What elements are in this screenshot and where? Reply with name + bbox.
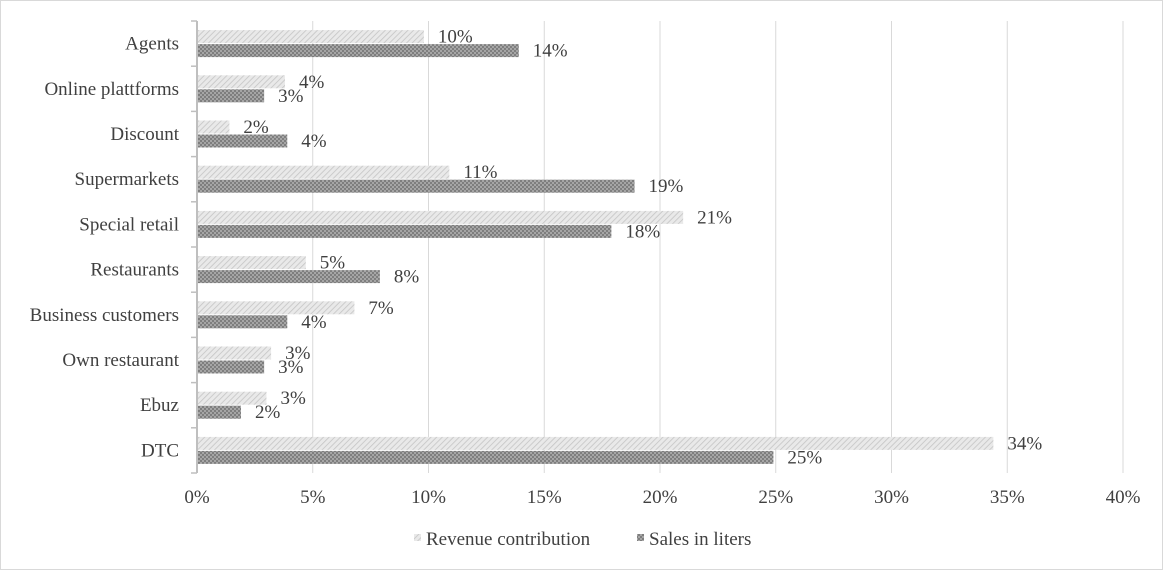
legend: Revenue contribution Sales in liters (414, 529, 751, 550)
x-tick-label: 10% (411, 487, 446, 508)
revenue-data-label: 11% (463, 162, 497, 183)
category-label: Supermarkets (75, 169, 179, 190)
sales-data-label: 19% (649, 176, 684, 197)
revenue-bar (198, 436, 994, 450)
x-tick-label: 0% (184, 487, 210, 508)
axes: 0% 5% 10% 15% 20% 25% 30% 35% 40% Agents Online pl… (30, 20, 1141, 508)
sales-data-label: 8% (394, 267, 420, 288)
category-label: Ebuz (140, 395, 179, 416)
sales-data-label: 2% (255, 402, 280, 423)
sales-data-label: 4% (301, 312, 327, 333)
category-label: Special retail (79, 214, 179, 235)
revenue-data-label: 7% (368, 298, 394, 319)
revenue-bar (198, 346, 272, 360)
x-tick-label: 35% (990, 487, 1025, 508)
revenue-data-label: 21% (697, 207, 732, 228)
labels-group: 10%14%4%3%2%4%11%19%21%18%5%8%7%4%3%3%3%… (243, 27, 1042, 469)
revenue-bar (198, 30, 424, 44)
sales-bar (198, 44, 519, 58)
sales-data-label: 3% (278, 86, 304, 107)
revenue-bar (198, 256, 306, 270)
sales-data-label: 3% (278, 357, 304, 378)
sales-data-label: 14% (533, 41, 568, 62)
revenue-data-label: 3% (285, 343, 311, 364)
sales-bar (198, 360, 265, 374)
sales-bar (198, 134, 288, 148)
sales-bar (198, 224, 612, 238)
gridlines (312, 21, 1124, 473)
x-tick-label: 15% (527, 487, 562, 508)
x-tick-label: 5% (300, 487, 326, 508)
revenue-data-label: 5% (320, 253, 346, 274)
category-label: Discount (110, 124, 179, 145)
revenue-bar (198, 301, 355, 315)
x-tick-label: 30% (874, 487, 909, 508)
x-tick-label: 40% (1106, 487, 1141, 508)
legend-label-sales: Sales in liters (649, 529, 751, 550)
revenue-bar (198, 165, 450, 179)
category-label: Own restaurant (62, 350, 179, 371)
sales-bar (198, 89, 265, 103)
sales-data-label: 4% (301, 131, 327, 152)
x-tick-label: 25% (758, 487, 793, 508)
category-label: Business customers (30, 305, 179, 326)
revenue-bar (198, 75, 285, 89)
sales-bar (198, 450, 774, 464)
sales-data-label: 18% (625, 221, 660, 242)
revenue-bar (198, 391, 267, 405)
x-tick-label: 20% (643, 487, 678, 508)
sales-bar (198, 405, 241, 419)
category-label: DTC (141, 440, 179, 461)
legend-label-revenue: Revenue contribution (426, 529, 591, 550)
revenue-data-label: 3% (280, 388, 306, 409)
category-label: Restaurants (90, 260, 179, 281)
revenue-bar (198, 120, 230, 134)
sales-bar (198, 179, 635, 193)
revenue-data-label: 2% (243, 117, 269, 138)
revenue-data-label: 4% (299, 72, 325, 93)
sales-bar (198, 270, 380, 284)
legend-swatch-sales (637, 534, 644, 541)
legend-swatch-revenue (414, 534, 421, 541)
revenue-data-label: 34% (1007, 433, 1042, 454)
category-label: Online plattforms (44, 79, 179, 100)
bars-group (198, 30, 994, 464)
category-label: Agents (125, 34, 179, 55)
sales-bar (198, 315, 288, 329)
revenue-data-label: 10% (438, 27, 473, 48)
revenue-bar (198, 210, 684, 224)
sales-data-label: 25% (787, 447, 822, 468)
